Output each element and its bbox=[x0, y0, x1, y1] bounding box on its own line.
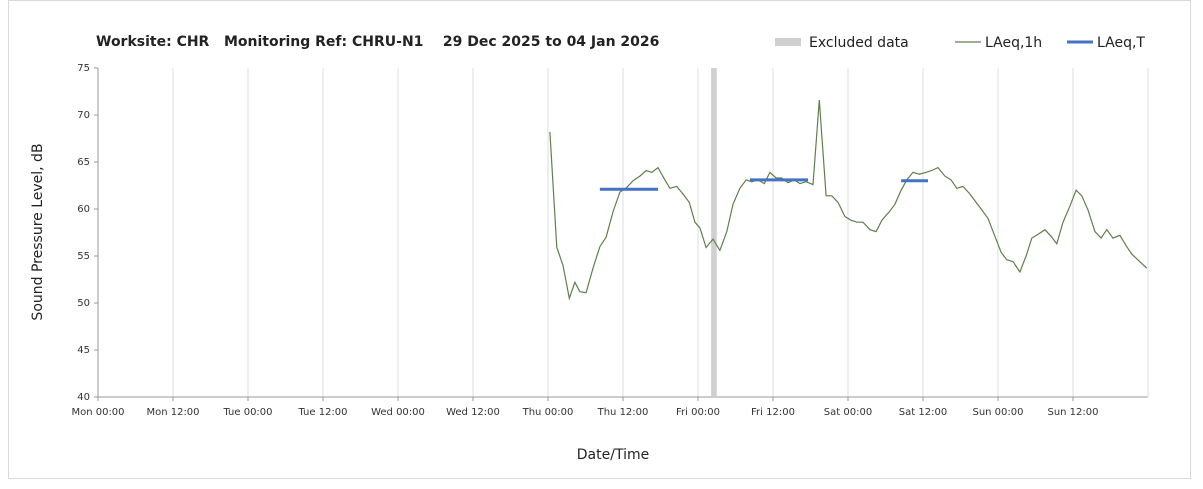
legend-label: Excluded data bbox=[809, 35, 909, 51]
series-line bbox=[599, 178, 928, 191]
x-tick-label: Fri 00:00 bbox=[676, 407, 720, 418]
x-axis-label: Date/Time bbox=[577, 447, 649, 463]
x-tick-label: Wed 12:00 bbox=[446, 407, 500, 418]
y-tick-label: 50 bbox=[77, 298, 90, 309]
y-tick-label: 45 bbox=[77, 345, 90, 356]
y-tick-label: 65 bbox=[77, 157, 90, 168]
y-axis-label: Sound Pressure Level, dB bbox=[30, 143, 46, 320]
legend-label: LAeq,1h bbox=[985, 35, 1042, 51]
y-tick-label: 40 bbox=[77, 392, 90, 403]
legend-swatch bbox=[775, 38, 801, 46]
x-tick-label: Tue 00:00 bbox=[222, 407, 272, 418]
series-line bbox=[549, 99, 1148, 301]
x-tick-label: Sun 12:00 bbox=[1047, 407, 1098, 418]
x-tick-label: Sat 00:00 bbox=[824, 407, 872, 418]
x-tick-label: Sat 12:00 bbox=[899, 407, 947, 418]
x-tick-label: Mon 00:00 bbox=[71, 407, 124, 418]
y-tick-label: 60 bbox=[77, 204, 90, 215]
excluded-band bbox=[711, 68, 717, 397]
x-tick-label: Thu 00:00 bbox=[522, 407, 574, 418]
y-tick-label: 75 bbox=[77, 63, 90, 74]
chart-title: Worksite: CHR Monitoring Ref: CHRU-N1 29… bbox=[96, 34, 659, 50]
x-tick-label: Sun 00:00 bbox=[972, 407, 1023, 418]
y-tick-label: 70 bbox=[77, 110, 90, 121]
x-tick-label: Fri 12:00 bbox=[751, 407, 795, 418]
x-tick-label: Mon 12:00 bbox=[146, 407, 199, 418]
chart-frame bbox=[8, 0, 1191, 479]
x-tick-label: Wed 00:00 bbox=[371, 407, 425, 418]
x-tick-label: Thu 12:00 bbox=[597, 407, 649, 418]
y-tick-label: 55 bbox=[77, 251, 90, 262]
legend-label: LAeq,T bbox=[1097, 35, 1145, 51]
x-tick-label: Tue 12:00 bbox=[297, 407, 347, 418]
